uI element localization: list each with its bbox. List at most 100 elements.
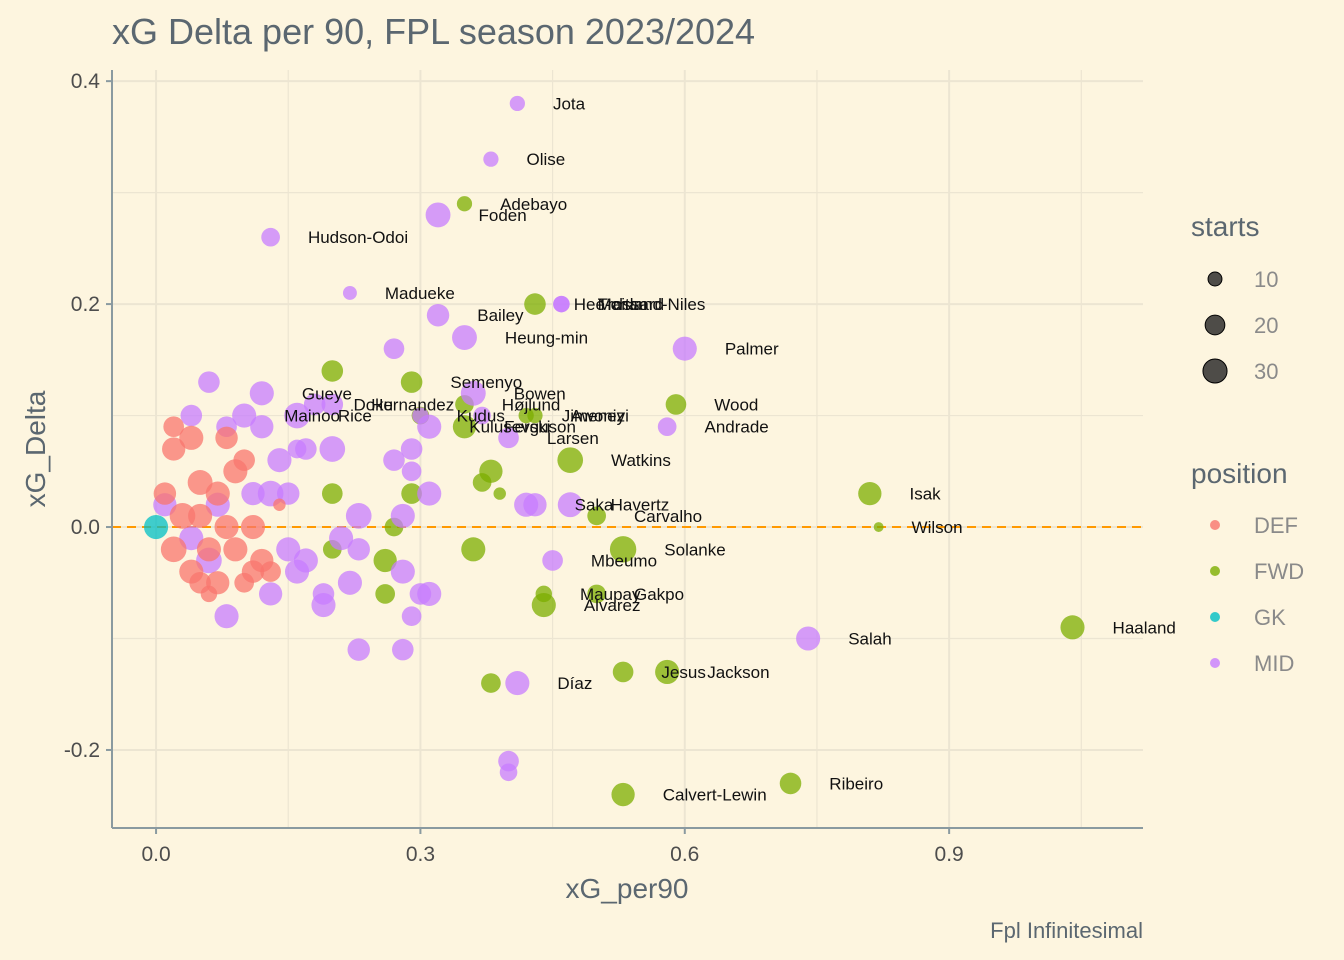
data-point-def — [162, 437, 186, 461]
data-point-mid — [329, 526, 354, 551]
data-point-mid — [498, 427, 519, 449]
data-point-mid — [401, 606, 422, 627]
data-point-mid — [460, 380, 486, 406]
data-point-fwd — [472, 473, 492, 492]
data-point-mid — [417, 481, 442, 506]
size-legend: starts 10 20 30 — [1191, 211, 1278, 384]
data-point-mid — [499, 763, 518, 782]
data-point-mid — [319, 436, 346, 462]
data-point-fwd — [400, 371, 423, 393]
point-label: Hernandez — [371, 395, 454, 414]
y-tick-label: 0.4 — [71, 70, 101, 93]
data-point-fwd — [531, 593, 556, 618]
point-label: Hee-chan — [574, 295, 648, 314]
axis-ticks: 0.0 0.3 0.6 0.9 -0.2 0.0 0.2 0.4 — [64, 70, 964, 866]
point-label: Jesus — [661, 663, 705, 682]
data-point-def — [223, 459, 248, 484]
axes — [111, 70, 1143, 829]
data-point-mid — [390, 503, 415, 528]
point-label: Bowen — [514, 384, 566, 403]
point-label: Salah — [848, 630, 891, 649]
data-point-mid — [796, 626, 821, 651]
size-legend-label: 30 — [1254, 359, 1278, 384]
data-point-fwd — [452, 415, 477, 439]
data-point-mid — [392, 638, 414, 661]
color-legend: position DEF FWD GK MID — [1191, 458, 1304, 676]
data-point-def — [214, 514, 239, 540]
point-label: Semenyo — [450, 373, 522, 392]
data-point-fwd — [587, 506, 606, 526]
data-point-fwd — [587, 584, 606, 604]
point-label: Olise — [527, 150, 566, 169]
data-point-mid — [417, 581, 442, 606]
color-legend-swatch — [1210, 566, 1220, 576]
data-point-fwd — [456, 196, 473, 212]
point-label: Ribeiro — [829, 774, 883, 793]
data-point-mid — [261, 227, 280, 247]
y-tick-label: 0.2 — [71, 293, 100, 316]
data-point-def — [240, 514, 266, 540]
point-label: Maupay — [580, 585, 641, 604]
data-point-mid — [425, 202, 451, 228]
color-legend-items: DEF FWD GK MID — [1210, 513, 1304, 676]
data-point-mid — [337, 570, 362, 595]
data-point-def — [179, 425, 204, 450]
size-legend-title: starts — [1191, 211, 1259, 242]
chart-caption: Fpl Infinitesimal — [990, 918, 1143, 943]
point-label: Haaland — [1113, 618, 1176, 637]
size-legend-swatch — [1204, 314, 1226, 336]
point-label: Kulusevski — [469, 418, 550, 437]
point-label: Awoniyi — [571, 407, 629, 426]
point-label: Solanke — [664, 540, 725, 559]
point-label: Heung-min — [505, 329, 588, 348]
data-point-fwd — [524, 293, 546, 315]
data-point-mid — [400, 438, 423, 460]
point-label: Madueke — [385, 284, 455, 303]
data-point-mid — [232, 403, 257, 428]
point-label: Díaz — [557, 674, 592, 693]
point-label: Højlund — [502, 395, 561, 414]
point-label: Maitland-Niles — [598, 295, 706, 314]
data-point-mid — [276, 537, 301, 562]
point-label: Saka — [575, 496, 614, 515]
data-point-mid — [198, 371, 220, 393]
data-point-fwd — [375, 584, 396, 604]
point-label: Larsen — [547, 429, 599, 448]
data-point-mid — [553, 295, 570, 313]
color-legend-swatch — [1210, 658, 1220, 668]
point-label: Jimenez — [562, 407, 625, 426]
data-point-mid — [542, 550, 563, 571]
point-label: Jota — [553, 94, 586, 113]
data-point-def — [205, 481, 230, 506]
point-label: Ferguson — [504, 418, 576, 437]
point-label: Gakpo — [634, 585, 684, 604]
point-label: Wilson — [912, 518, 963, 537]
color-legend-swatch — [1210, 520, 1220, 530]
y-tick-label: 0.0 — [71, 516, 100, 539]
y-tick-label: -0.2 — [64, 739, 100, 762]
data-point-fwd — [779, 772, 802, 795]
data-point-mid — [657, 417, 677, 437]
x-tick-label: 0.9 — [935, 843, 964, 866]
data-point-fwd — [401, 483, 422, 504]
data-point-mid — [214, 604, 239, 629]
point-label: Mainoo — [284, 407, 340, 426]
x-tick-label: 0.3 — [406, 843, 435, 866]
data-point-fwd — [1060, 615, 1085, 640]
data-points — [144, 95, 1085, 807]
chart-title: xG Delta per 90, FPL season 2023/2024 — [112, 11, 755, 52]
data-point-fwd — [873, 522, 884, 532]
data-point-mid — [390, 559, 415, 584]
point-label: Havertz — [611, 496, 670, 515]
data-point-mid — [383, 338, 405, 359]
size-legend-items: 10 20 30 — [1202, 267, 1278, 384]
data-point-fwd — [609, 536, 637, 563]
data-point-def — [273, 498, 286, 511]
data-point-def — [160, 536, 187, 563]
data-point-mid — [303, 393, 326, 416]
data-point-fwd — [373, 548, 397, 573]
size-legend-label: 20 — [1254, 313, 1278, 338]
point-label: Trossard — [598, 295, 664, 314]
size-legend-swatch — [1207, 271, 1223, 287]
data-point-mid — [347, 638, 370, 661]
